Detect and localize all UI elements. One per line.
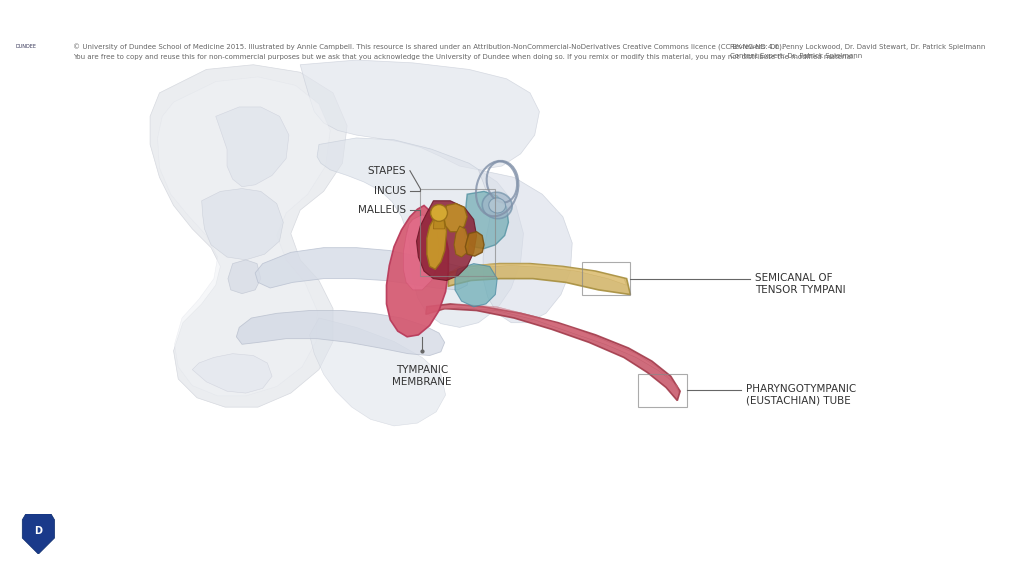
Polygon shape (417, 201, 476, 281)
Polygon shape (158, 77, 330, 396)
Text: DUNDEE: DUNDEE (15, 44, 37, 49)
Polygon shape (449, 264, 631, 294)
Polygon shape (455, 264, 498, 307)
Text: D: D (35, 526, 42, 536)
Polygon shape (430, 304, 679, 393)
Polygon shape (216, 107, 289, 187)
Text: © University of Dundee School of Medicine 2015. Illustrated by Annie Campbell. T: © University of Dundee School of Medicin… (73, 44, 855, 60)
Text: STAPES: STAPES (368, 166, 407, 176)
Polygon shape (465, 232, 484, 256)
Polygon shape (433, 217, 444, 229)
Polygon shape (426, 304, 680, 400)
Ellipse shape (482, 192, 512, 219)
Text: MALLEUS: MALLEUS (358, 205, 407, 215)
Ellipse shape (488, 198, 506, 213)
Text: PHARYNGOTYMPANIC
(EUSTACHIAN) TUBE: PHARYNGOTYMPANIC (EUSTACHIAN) TUBE (745, 384, 856, 406)
Polygon shape (317, 138, 523, 327)
Polygon shape (237, 310, 444, 355)
Text: INCUS: INCUS (374, 187, 407, 196)
Polygon shape (202, 188, 284, 260)
Polygon shape (151, 65, 347, 407)
Polygon shape (309, 318, 445, 426)
Polygon shape (255, 248, 469, 290)
Polygon shape (464, 191, 509, 249)
Polygon shape (193, 354, 272, 393)
Polygon shape (454, 226, 469, 257)
Polygon shape (449, 264, 627, 285)
Text: SEMICANAL OF
TENSOR TYMPANI: SEMICANAL OF TENSOR TYMPANI (755, 273, 846, 294)
Polygon shape (300, 60, 540, 170)
Polygon shape (386, 206, 449, 337)
Text: Reviewers: Dr. Penny Lockwood, Dr. David Stewart, Dr. Patrick Spielmann
Content : Reviewers: Dr. Penny Lockwood, Dr. David… (730, 44, 985, 59)
Polygon shape (427, 215, 446, 269)
Text: TYMPANIC
MEMBRANE: TYMPANIC MEMBRANE (392, 365, 452, 386)
Polygon shape (228, 260, 261, 294)
Circle shape (430, 204, 447, 221)
Polygon shape (23, 514, 54, 554)
Polygon shape (478, 170, 572, 323)
Polygon shape (403, 215, 439, 290)
Polygon shape (443, 203, 467, 232)
